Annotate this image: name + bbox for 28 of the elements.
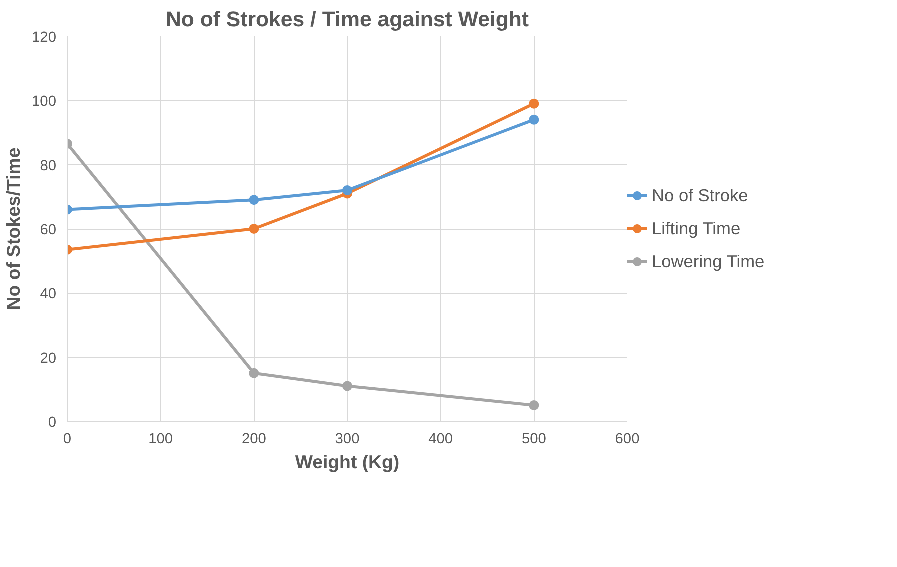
point bbox=[249, 195, 260, 206]
y-tick-label: 20 bbox=[40, 350, 57, 367]
point bbox=[529, 114, 540, 125]
point bbox=[249, 224, 260, 234]
x-tick-label: 300 bbox=[335, 432, 360, 448]
point bbox=[342, 381, 352, 392]
point bbox=[249, 368, 260, 378]
point bbox=[529, 400, 540, 410]
x-tick-label: 100 bbox=[148, 432, 174, 448]
x-axis-title: Weight (Kg) bbox=[295, 452, 400, 472]
point bbox=[342, 186, 352, 196]
legend-label: Lowering Time bbox=[652, 251, 765, 272]
y-axis-title: No of Stokes/Time bbox=[3, 148, 24, 310]
point bbox=[529, 98, 540, 109]
y-tick-label: 80 bbox=[40, 158, 57, 174]
x-tick-label: 400 bbox=[428, 432, 454, 448]
x-tick-label: 500 bbox=[522, 432, 546, 448]
x-tick-label: 0 bbox=[63, 432, 72, 448]
x-tick-label: 600 bbox=[615, 432, 640, 448]
chart-title: No of Strokes / Time against Weight bbox=[166, 8, 530, 32]
y-tick-label: 60 bbox=[40, 222, 57, 238]
y-tick-label: 40 bbox=[40, 286, 57, 303]
y-tick-label: 100 bbox=[32, 94, 57, 110]
legend-label: No of Stroke bbox=[652, 185, 748, 206]
y-tick-label: 0 bbox=[48, 415, 57, 431]
x-tick-label: 200 bbox=[242, 432, 266, 448]
y-tick-label: 120 bbox=[32, 30, 57, 46]
legend-label: Lifting Time bbox=[652, 218, 741, 239]
